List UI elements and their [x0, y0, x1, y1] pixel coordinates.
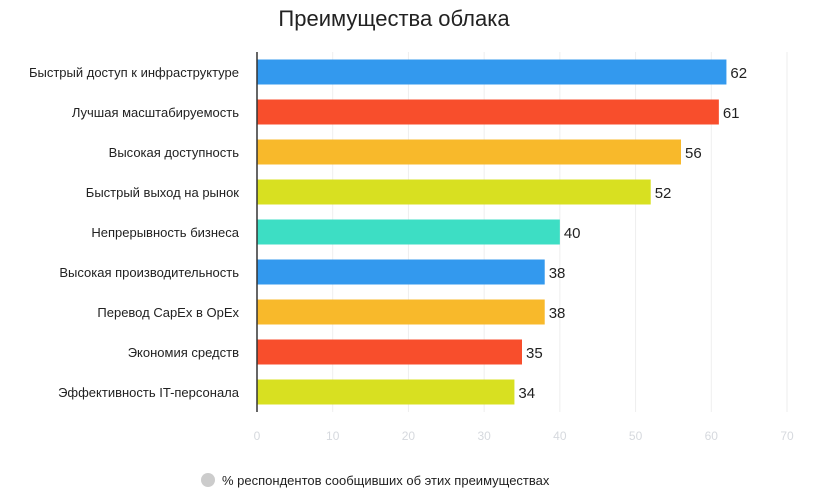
category-label: Экономия средств	[128, 345, 239, 360]
category-label: Непрерывность бизнеса	[91, 225, 239, 240]
category-labels: Быстрый доступ к инфраструктуре Лучшая ма…	[29, 65, 240, 400]
value-label: 56	[685, 145, 702, 162]
x-tick-label: 70	[780, 429, 794, 443]
value-label: 34	[518, 385, 535, 402]
bar[interactable]	[257, 299, 545, 325]
bar[interactable]	[257, 59, 727, 85]
x-tick-label: 50	[629, 429, 643, 443]
value-label: 40	[564, 225, 581, 242]
chart-title: Преимущества облака	[278, 6, 510, 31]
x-tick-label: 0	[254, 429, 261, 443]
category-label: Быстрый доступ к инфраструктуре	[29, 65, 239, 80]
category-label: Быстрый выход на рынок	[86, 185, 240, 200]
value-label: 38	[549, 305, 566, 322]
bar[interactable]	[257, 259, 545, 285]
legend-marker-icon	[201, 473, 215, 487]
category-label: Перевод CapEx в OpEx	[97, 305, 239, 320]
bars	[257, 59, 727, 405]
bar[interactable]	[257, 219, 560, 245]
value-label: 61	[723, 105, 740, 122]
bar[interactable]	[257, 179, 651, 205]
category-label: Лучшая масштабируемость	[72, 105, 239, 120]
x-tick-label: 40	[553, 429, 567, 443]
x-tick-label: 60	[705, 429, 719, 443]
value-labels: 62 61 56 52 40 38 38 35 34	[518, 65, 747, 402]
x-tick-label: 30	[477, 429, 491, 443]
category-label: Высокая производительность	[59, 265, 239, 280]
value-label: 52	[655, 185, 672, 202]
bar[interactable]	[257, 139, 681, 165]
value-label: 35	[526, 345, 543, 362]
x-tick-label: 20	[402, 429, 416, 443]
category-label: Высокая доступность	[109, 145, 240, 160]
category-label: Эффективность IT-персонала	[58, 385, 240, 400]
x-axis-ticks: 0 10 20 30 40 50 60 70	[254, 429, 794, 443]
bar[interactable]	[257, 99, 719, 125]
bar[interactable]	[257, 339, 522, 365]
legend[interactable]: % респондентов сообщивших об этих преиму…	[201, 473, 550, 488]
bar[interactable]	[257, 379, 515, 405]
value-label: 62	[730, 65, 747, 82]
value-label: 38	[549, 265, 566, 282]
legend-label: % респондентов сообщивших об этих преиму…	[222, 473, 550, 488]
x-tick-label: 10	[326, 429, 340, 443]
